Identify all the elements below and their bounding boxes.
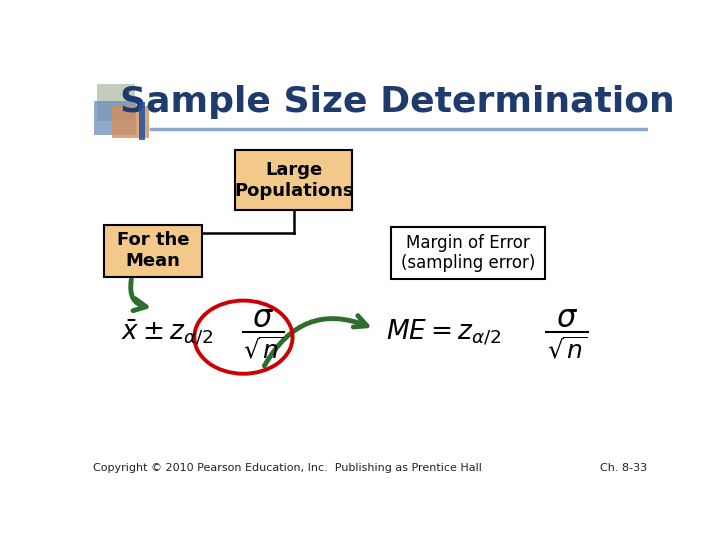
Text: $ME = z_{\alpha/2}$: $ME = z_{\alpha/2}$ — [386, 318, 501, 348]
Text: $\sigma$: $\sigma$ — [252, 304, 274, 333]
Text: Sample Size Determination: Sample Size Determination — [120, 85, 674, 119]
Text: Copyright © 2010 Pearson Education, Inc.  Publishing as Prentice Hall: Copyright © 2010 Pearson Education, Inc.… — [93, 463, 482, 473]
Bar — [94, 102, 136, 136]
Text: Large
Populations: Large Populations — [234, 161, 354, 200]
Text: $\sqrt{n}$: $\sqrt{n}$ — [547, 336, 587, 363]
Text: For the
Mean: For the Mean — [117, 232, 189, 271]
Text: $\bar{x} \pm z_{\alpha/2}$: $\bar{x} \pm z_{\alpha/2}$ — [121, 318, 213, 348]
Bar — [112, 106, 148, 138]
Text: $\sqrt{n}$: $\sqrt{n}$ — [243, 336, 283, 363]
FancyBboxPatch shape — [392, 227, 545, 279]
Bar — [139, 102, 145, 140]
Bar — [96, 84, 135, 121]
Text: $\sigma$: $\sigma$ — [556, 304, 578, 333]
FancyBboxPatch shape — [104, 225, 202, 277]
Text: Margin of Error
(sampling error): Margin of Error (sampling error) — [401, 233, 535, 272]
Text: Ch. 8-33: Ch. 8-33 — [600, 463, 647, 473]
FancyBboxPatch shape — [235, 150, 352, 210]
